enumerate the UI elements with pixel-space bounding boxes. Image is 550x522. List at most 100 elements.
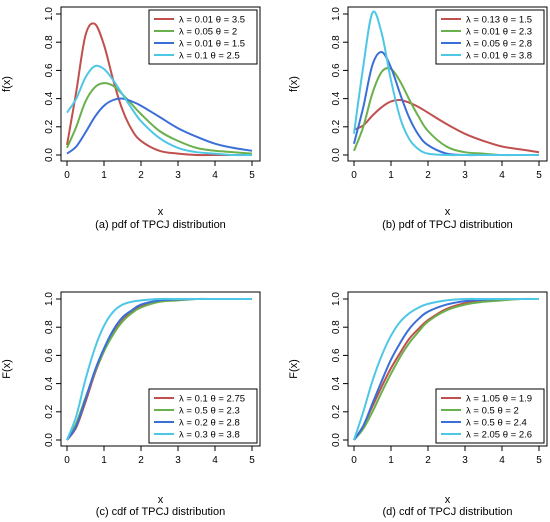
series-line-4	[66, 297, 252, 441]
series-line-4	[353, 297, 539, 441]
y-tick-label: 1.0	[331, 292, 342, 306]
x-tick-label: 2	[425, 170, 431, 181]
x-tick-label: 0	[64, 455, 70, 466]
legend-entry: λ = 0.1 θ = 2.75	[179, 394, 245, 405]
legend: λ = 0.1 θ = 2.75λ = 0.5 θ = 2.3λ = 0.2 θ…	[148, 388, 258, 444]
y-tick-label: 1.0	[44, 292, 55, 306]
x-axis-label: x	[158, 206, 164, 218]
x-tick-label: 2	[425, 455, 431, 466]
series-line-2	[353, 67, 539, 157]
y-axis-label: f(x)	[1, 76, 13, 92]
series-line-4	[353, 10, 539, 157]
legend-entry: λ = 0.01 θ = 3.5	[179, 15, 245, 26]
x-tick-label: 5	[249, 455, 255, 466]
panel-a: 0 1 2 3 4 5 0.0 0.2 0.4 0.6 0.8 1.0 x f(x) (a) pdf of …	[1, 6, 261, 231]
x-tick-label: 0	[351, 170, 357, 181]
x-tick-label: 4	[499, 455, 505, 466]
legend-entry: λ = 0.2 θ = 2.8	[179, 418, 240, 429]
x-tick-label: 3	[175, 170, 181, 181]
legend-entry: λ = 0.01 θ = 2.3	[466, 27, 532, 38]
panel-caption: (c) cdf of TPCJ distribution	[96, 506, 225, 518]
y-tick-label: 0.8	[331, 35, 342, 49]
legend-entry: λ = 0.1 θ = 2.5	[179, 51, 240, 62]
panel-caption: (b) pdf of TPCJ distribution	[382, 219, 513, 231]
legend-entry: λ = 0.5 θ = 2.3	[179, 406, 240, 417]
panel-c: 0 1 2 3 4 5 0.0 0.2 0.4 0.6 0.8 1.0 x F(x) (c) cdf of …	[1, 291, 261, 518]
y-tick-label: 0.4	[44, 376, 55, 390]
legend-entry: λ = 0.01 θ = 1.5	[179, 39, 245, 50]
y-axis-label: F(x)	[288, 359, 300, 379]
series-line-4	[66, 64, 253, 157]
series-line-1	[353, 98, 540, 154]
x-tick-label: 0	[351, 455, 357, 466]
y-tick-label: 1.0	[331, 7, 342, 21]
legend-entry: λ = 0.05 θ = 2.8	[466, 39, 532, 50]
x-tick-label: 4	[212, 170, 218, 181]
y-axis-label: F(x)	[1, 359, 13, 379]
x-tick-label: 3	[175, 455, 181, 466]
x-tick-label: 5	[536, 455, 542, 466]
x-tick-label: 0	[64, 170, 70, 181]
y-axis-label: f(x)	[288, 76, 300, 92]
x-tick-label: 4	[212, 455, 218, 466]
x-tick-label: 1	[101, 170, 107, 181]
y-tick-label: 0.0	[44, 148, 55, 162]
series-line-3	[66, 97, 253, 155]
plot-frame	[60, 6, 261, 162]
y-tick-label: 0.6	[331, 63, 342, 77]
legend-entry: λ = 0.5 θ = 2	[466, 406, 519, 417]
x-tick-label: 1	[388, 455, 394, 466]
y-tick-label: 0.6	[331, 348, 342, 362]
x-tick-label: 5	[536, 170, 542, 181]
panel-d: 0 1 2 3 4 5 0.0 0.2 0.4 0.6 0.8 1.0 x F(x) (d) cdf of …	[288, 291, 548, 518]
plot-frame	[347, 6, 548, 162]
y-tick-label: 0.2	[331, 404, 342, 418]
plot-frame	[347, 291, 548, 447]
legend-entry: λ = 0.3 θ = 3.8	[179, 430, 240, 441]
y-tick-label: 0.6	[44, 63, 55, 77]
x-axis-label: x	[158, 494, 164, 506]
x-tick-label: 2	[138, 455, 144, 466]
x-tick-label: 4	[499, 170, 505, 181]
y-tick-label: 0.2	[44, 404, 55, 418]
y-tick-label: 0.8	[44, 320, 55, 334]
legend: λ = 1.05 θ = 1.9λ = 0.5 θ = 2λ = 0.5 θ =…	[435, 388, 545, 444]
y-tick-label: 0.0	[44, 433, 55, 447]
legend-entry: λ = 0.05 θ = 2	[179, 27, 237, 38]
legend-entry: λ = 0.01 θ = 3.8	[466, 51, 532, 62]
x-tick-label: 5	[249, 170, 255, 181]
y-tick-label: 0.8	[331, 320, 342, 334]
y-tick-label: 0.2	[331, 119, 342, 133]
legend-entry: λ = 1.05 θ = 1.9	[466, 394, 532, 405]
panel-b: 0 1 2 3 4 5 0.0 0.2 0.4 0.6 0.8 1.0 x f(x) (b) pdf of …	[288, 6, 548, 231]
series-line-3	[353, 51, 539, 157]
plot-frame	[60, 291, 261, 447]
series-line-2	[353, 297, 540, 441]
x-tick-label: 3	[462, 455, 468, 466]
x-axis-label: x	[445, 494, 451, 506]
legend: λ = 0.01 θ = 3.5λ = 0.05 θ = 2λ = 0.01 θ…	[148, 9, 258, 65]
x-tick-label: 1	[101, 455, 107, 466]
x-tick-label: 1	[388, 170, 394, 181]
y-tick-label: 1.0	[44, 7, 55, 21]
y-tick-label: 0.4	[331, 376, 342, 390]
y-tick-label: 0.0	[331, 433, 342, 447]
y-tick-label: 0.4	[331, 91, 342, 105]
legend-entry: λ = 0.5 θ = 2.4	[466, 418, 527, 429]
y-tick-label: 0.0	[331, 148, 342, 162]
panel-caption: (d) cdf of TPCJ distribution	[382, 506, 512, 518]
y-tick-label: 0.2	[44, 119, 55, 133]
panel-caption: (a) pdf of TPCJ distribution	[95, 219, 226, 231]
y-tick-label: 0.6	[44, 348, 55, 362]
series-line-2	[66, 82, 253, 155]
series-line-1	[66, 22, 252, 157]
legend-entry: λ = 0.13 θ = 1.5	[466, 15, 532, 26]
y-tick-label: 0.4	[44, 91, 55, 105]
x-axis-label: x	[445, 206, 451, 218]
y-tick-label: 0.8	[44, 35, 55, 49]
legend-entry: λ = 2.05 θ = 2.6	[466, 430, 532, 441]
x-tick-label: 2	[138, 170, 144, 181]
legend: λ = 0.13 θ = 1.5λ = 0.01 θ = 2.3λ = 0.05…	[435, 9, 545, 65]
x-tick-label: 3	[462, 170, 468, 181]
